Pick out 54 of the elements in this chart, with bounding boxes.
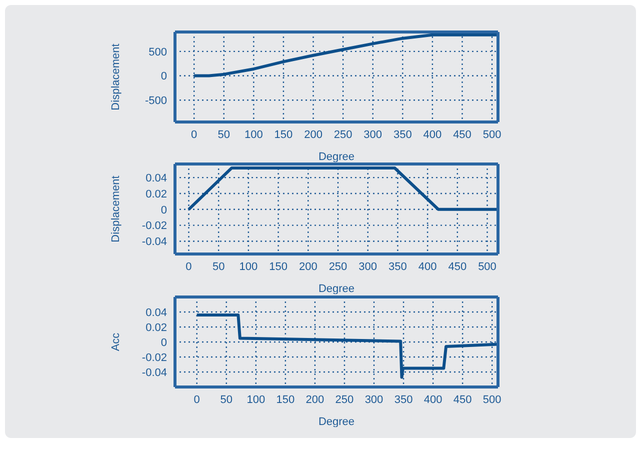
x-tick-label: 350 bbox=[393, 128, 412, 141]
x-tick-label: 300 bbox=[364, 394, 384, 406]
x-tick-label: 200 bbox=[298, 260, 318, 273]
x-tick-label: 100 bbox=[239, 260, 258, 273]
x-axis-title: Degree bbox=[318, 283, 355, 295]
x-tick-label: 450 bbox=[453, 128, 472, 141]
x-tick-label: 250 bbox=[335, 394, 354, 406]
x-tick-label: 100 bbox=[244, 128, 263, 141]
y-tick-label: 0.04 bbox=[146, 306, 167, 319]
y-axis-title: Displacement bbox=[110, 176, 122, 242]
x-tick-label: 400 bbox=[418, 260, 437, 273]
y-tick-label: 500 bbox=[148, 46, 167, 58]
line-series bbox=[192, 33, 498, 78]
x-tick-label: 150 bbox=[269, 260, 288, 273]
x-tick-label: 450 bbox=[448, 260, 467, 273]
x-tick-label: 50 bbox=[220, 394, 232, 406]
x-tick-label: 200 bbox=[304, 128, 322, 141]
y-tick-label: -0.02 bbox=[142, 220, 167, 232]
y-tick-label: -500 bbox=[144, 95, 167, 108]
x-tick-label: 250 bbox=[328, 260, 348, 273]
y-tick-label: 0 bbox=[160, 204, 167, 216]
x-tick-label: 250 bbox=[334, 128, 352, 141]
x-tick-label: 350 bbox=[394, 394, 413, 406]
x-tick-label: 200 bbox=[306, 394, 324, 406]
x-tick-label: 0 bbox=[186, 260, 192, 273]
x-tick-label: 500 bbox=[478, 260, 496, 273]
x-tick-label: 100 bbox=[246, 394, 266, 406]
x-tick-label: 500 bbox=[482, 394, 502, 406]
y-axis-title: Acc bbox=[110, 332, 122, 352]
y-tick-label: 0.02 bbox=[146, 322, 167, 334]
x-tick-label: 450 bbox=[453, 394, 472, 406]
y-tick-label: 0.04 bbox=[146, 172, 167, 184]
line-series bbox=[195, 314, 498, 379]
x-tick-label: 0 bbox=[191, 128, 198, 141]
x-tick-label: 400 bbox=[424, 394, 442, 406]
y-tick-label: 0 bbox=[160, 70, 167, 83]
x-tick-label: 150 bbox=[274, 128, 293, 141]
x-tick-label: 400 bbox=[423, 128, 442, 141]
y-tick-label: -0.02 bbox=[142, 352, 167, 364]
x-axis-title: Degree bbox=[318, 151, 355, 163]
x-tick-label: 50 bbox=[212, 260, 225, 273]
y-tick-label: -0.04 bbox=[142, 366, 167, 379]
x-axis-title: Degree bbox=[318, 416, 355, 428]
x-tick-label: 50 bbox=[218, 128, 230, 141]
x-tick-label: 150 bbox=[276, 394, 295, 406]
x-tick-label: 350 bbox=[388, 260, 407, 273]
x-tick-label: 0 bbox=[194, 394, 200, 406]
x-tick-label: 300 bbox=[364, 128, 382, 141]
y-tick-label: -0.04 bbox=[142, 236, 167, 248]
x-tick-label: 500 bbox=[482, 128, 502, 141]
y-axis-title: Displacement bbox=[110, 44, 122, 110]
x-tick-label: 300 bbox=[358, 260, 378, 273]
y-tick-label: 0.02 bbox=[146, 188, 167, 200]
y-tick-label: 0 bbox=[160, 336, 167, 349]
